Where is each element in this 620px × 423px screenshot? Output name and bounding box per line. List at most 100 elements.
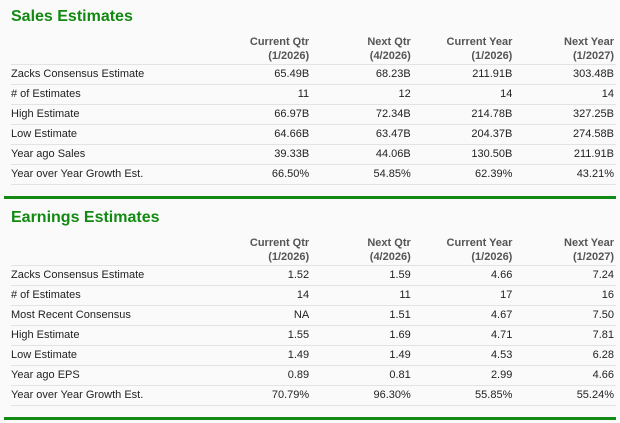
table-row: Year over Year Growth Est. 66.50% 54.85% 62…: [11, 164, 616, 185]
header-row: Current Qtr (1/2026) Next Qtr (4/2026) Curre…: [11, 33, 616, 65]
row-label: Year ago Sales: [11, 144, 210, 165]
cell-value: 2.99: [412, 365, 515, 386]
column-header: Current Year (1/2026): [412, 33, 515, 65]
cell-value: 327.25B: [514, 104, 616, 125]
cell-value: 70.79%: [209, 385, 312, 406]
cell-value: 7.81: [514, 325, 616, 346]
column-date: (1/2026): [471, 250, 513, 263]
header-row: Current Qtr (1/2026) Next Qtr (4/2026) Curre…: [11, 234, 616, 266]
column-period: Next Year: [564, 35, 614, 48]
table-row: Low Estimate 64.66B 63.47B 204.37B 274.58B: [11, 124, 616, 145]
cell-value: 44.06B: [311, 144, 413, 165]
header-blank: [11, 234, 210, 266]
cell-value: 1.49: [311, 345, 413, 366]
cell-value: 1.51: [311, 305, 413, 326]
section-divider: [4, 196, 616, 199]
column-header: Next Qtr (4/2026): [311, 33, 413, 65]
cell-value: 54.85%: [311, 164, 413, 185]
cell-value: 211.91B: [514, 144, 616, 165]
cell-value: 4.66: [412, 265, 515, 286]
row-label: High Estimate: [11, 104, 210, 125]
cell-value: 6.28: [514, 345, 616, 366]
cell-value: 4.66: [514, 365, 616, 386]
cell-value: 204.37B: [412, 124, 515, 145]
cell-value: 0.81: [311, 365, 413, 386]
cell-value: 72.34B: [311, 104, 413, 125]
cell-value: 7.50: [514, 305, 616, 326]
row-label: Low Estimate: [11, 124, 210, 145]
table-row: Year over Year Growth Est. 70.79% 96.30% 55…: [11, 385, 616, 406]
cell-value: 16: [514, 285, 616, 306]
column-period: Next Qtr: [367, 35, 411, 48]
cell-value: 130.50B: [412, 144, 515, 165]
cell-value: 4.71: [412, 325, 515, 346]
column-date: (1/2027): [573, 49, 614, 62]
cell-value: 12: [311, 84, 413, 105]
cell-value: 0.89: [209, 365, 312, 386]
cell-value: 65.49B: [209, 64, 312, 85]
cell-value: 62.39%: [412, 164, 515, 185]
row-label: # of Estimates: [11, 84, 210, 105]
cell-value: 211.91B: [412, 64, 515, 85]
earnings-estimates-table: Current Qtr (1/2026) Next Qtr (4/2026) Curre…: [11, 234, 616, 406]
cell-value: 11: [311, 285, 413, 306]
table-row: Zacks Consensus Estimate 65.49B 68.23B 211.…: [11, 64, 616, 85]
cell-value: NA: [209, 305, 312, 326]
table-row: Most Recent Consensus NA 1.51 4.67 7.50: [11, 305, 616, 326]
cell-value: 96.30%: [311, 385, 413, 406]
row-label: Year over Year Growth Est.: [11, 164, 210, 185]
column-period: Current Qtr: [249, 35, 310, 48]
table-row: High Estimate 66.97B 72.34B 214.78B 327.25B: [11, 104, 616, 125]
column-period: Next Qtr: [367, 236, 411, 249]
column-period: Current Year: [446, 236, 513, 249]
cell-value: 214.78B: [412, 104, 515, 125]
column-date: (4/2026): [369, 250, 411, 263]
table-row: Zacks Consensus Estimate 1.52 1.59 4.66 7.24: [11, 265, 616, 286]
cell-value: 66.50%: [209, 164, 312, 185]
row-label: Zacks Consensus Estimate: [11, 64, 210, 85]
row-label: Most Recent Consensus: [11, 305, 210, 326]
cell-value: 4.67: [412, 305, 515, 326]
row-label: Year ago EPS: [11, 365, 210, 386]
sales-estimates-table: Current Qtr (1/2026) Next Qtr (4/2026) Curre…: [11, 33, 616, 185]
section-title: Sales Estimates: [11, 8, 133, 25]
cell-value: 4.53: [412, 345, 515, 366]
column-header: Current Year (1/2026): [412, 234, 515, 266]
cell-value: 17: [412, 285, 515, 306]
cell-value: 14: [514, 84, 616, 105]
column-date: (1/2027): [573, 250, 614, 263]
row-label: Zacks Consensus Estimate: [11, 265, 210, 286]
table-row: # of Estimates 14 11 17 16: [11, 285, 616, 306]
cell-value: 274.58B: [514, 124, 616, 145]
column-header: Next Year (1/2027): [514, 33, 616, 65]
section-title: Earnings Estimates: [11, 209, 160, 226]
cell-value: 14: [412, 84, 515, 105]
column-header: Next Year (1/2027): [514, 234, 616, 266]
column-period: Current Year: [446, 35, 513, 48]
cell-value: 1.59: [311, 265, 413, 286]
cell-value: 1.49: [209, 345, 312, 366]
table-row: Low Estimate 1.49 1.49 4.53 6.28: [11, 345, 616, 366]
table-row: # of Estimates 11 12 14 14: [11, 84, 616, 105]
row-label: # of Estimates: [11, 285, 210, 306]
cell-value: 1.55: [209, 325, 312, 346]
cell-value: 68.23B: [311, 64, 413, 85]
row-label: Low Estimate: [11, 345, 210, 366]
cell-value: 43.21%: [514, 164, 616, 185]
column-date: (1/2026): [268, 49, 310, 62]
header-blank: [11, 33, 210, 65]
cell-value: 55.24%: [514, 385, 616, 406]
cell-value: 63.47B: [311, 124, 413, 145]
cell-value: 1.69: [311, 325, 413, 346]
table-row: Year ago EPS 0.89 0.81 2.99 4.66: [11, 365, 616, 386]
column-date: (1/2026): [471, 49, 513, 62]
row-label: High Estimate: [11, 325, 210, 346]
column-header: Current Qtr (1/2026): [209, 234, 312, 266]
table-row: Year ago Sales 39.33B 44.06B 130.50B 211.91B: [11, 144, 616, 165]
cell-value: 66.97B: [209, 104, 312, 125]
cell-value: 39.33B: [209, 144, 312, 165]
row-label: Year over Year Growth Est.: [11, 385, 210, 406]
cell-value: 55.85%: [412, 385, 515, 406]
table-row: High Estimate 1.55 1.69 4.71 7.81: [11, 325, 616, 346]
column-period: Current Qtr: [249, 236, 310, 249]
